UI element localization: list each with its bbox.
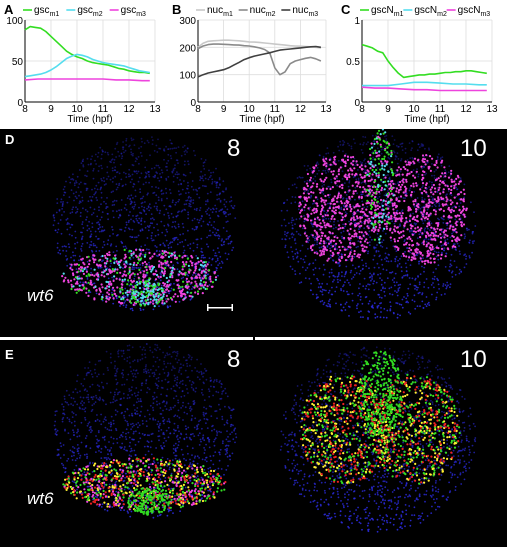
chart-panel-c: C 8 9 10 11 12 13 0 0.5 1 Time (hpf) gscNm1 gscNm2 gs… <box>341 2 498 125</box>
y-tick-label: 200 <box>179 43 196 54</box>
y-tick-label: 50 <box>12 57 24 68</box>
time-label-d-left: 8 <box>227 135 240 162</box>
y-tick-label: 300 <box>179 16 196 27</box>
x-tick-label: 11 <box>435 104 446 115</box>
x-tick-label: 13 <box>486 104 498 115</box>
embryo-e-left <box>53 343 238 519</box>
x-axis-label: Time (hpf) <box>239 114 284 125</box>
x-tick-label: 8 <box>359 104 365 115</box>
time-label-d-right: 10 <box>460 135 487 162</box>
legend-label-m1: gscm1 <box>34 5 59 18</box>
series-line-gsc-m3 <box>24 78 150 82</box>
y-tick-label: 0 <box>190 98 196 109</box>
panel-label-a: A <box>4 2 14 17</box>
series-line-nuc-m1 <box>197 39 321 49</box>
scale-bar-tick-left <box>207 304 209 311</box>
legend-label-m3: nucm3 <box>292 5 318 18</box>
x-tick-label: 9 <box>221 104 227 115</box>
series-line-gsc-m2 <box>24 53 150 78</box>
cluster-e-right-left <box>300 375 391 485</box>
cluster-e-left-core <box>127 487 171 516</box>
y-tick-label: 100 <box>6 16 23 27</box>
legend-label-m1: nucm1 <box>207 5 233 18</box>
x-tick-label: 11 <box>98 104 109 115</box>
panel-label-b: B <box>172 2 181 17</box>
legend-label-m2: gscNm2 <box>414 5 447 18</box>
x-tick-label: 10 <box>244 104 256 115</box>
panel-label-d: D <box>5 132 14 147</box>
x-tick-label: 9 <box>48 104 54 115</box>
scale-bar <box>207 307 233 309</box>
x-tick-label: 11 <box>270 104 281 115</box>
legend-label-m2: nucm2 <box>250 5 276 18</box>
legend-label-m2: gscm2 <box>77 5 102 18</box>
x-tick-label: 12 <box>295 104 307 115</box>
y-tick-label: 0.5 <box>346 57 360 68</box>
genotype-label-d: wt6 <box>27 286 54 305</box>
image-col-divider <box>253 129 255 547</box>
chart-panel-a: A 8 9 10 11 12 13 0 50 100 Time (hpf) gscm1 gscm2 gsc… <box>4 2 161 125</box>
cluster-e-left <box>62 456 227 511</box>
x-axis-label: Time (hpf) <box>404 114 449 125</box>
y-tick-label: 0 <box>17 98 23 109</box>
series-line-nuc-m2 <box>197 43 322 76</box>
cluster-d-right-axis <box>365 129 395 244</box>
x-tick-label: 12 <box>123 104 135 115</box>
series-line-gsc-m1 <box>24 25 150 75</box>
time-label-e-left: 8 <box>227 346 240 373</box>
scale-bar-tick-right <box>231 304 233 311</box>
x-tick-label: 12 <box>460 104 472 115</box>
panel-label-e: E <box>5 347 14 362</box>
x-tick-label: 10 <box>71 104 83 115</box>
x-tick-label: 10 <box>408 104 420 115</box>
legend-label-m3: gscm3 <box>121 5 146 18</box>
embryo-dot-layer <box>52 129 477 533</box>
series-line-gscN-m1 <box>361 43 487 79</box>
y-tick-label: 100 <box>179 71 196 82</box>
cluster-d-left-core <box>131 280 165 308</box>
legend-label-m1: gscNm1 <box>371 5 404 18</box>
cluster-d-right-right <box>382 154 468 265</box>
x-tick-label: 8 <box>22 104 28 115</box>
cluster-e-right-axis <box>357 350 403 438</box>
embryo-image-grid: D E 8 10 8 10 wt6 wt6 <box>0 129 507 547</box>
y-tick-label: 1 <box>354 16 360 27</box>
embryo-d-left <box>52 136 237 312</box>
panel-label-c: C <box>341 2 351 17</box>
series-line-nuc-m3 <box>197 45 322 78</box>
x-tick-label: 13 <box>149 104 161 115</box>
x-tick-label: 13 <box>320 104 332 115</box>
time-label-e-right: 10 <box>460 346 487 373</box>
x-axis-label: Time (hpf) <box>67 114 112 125</box>
series-line-gscN-m2 <box>362 81 487 87</box>
cluster-d-left <box>61 248 218 306</box>
series-line-gscN-m3 <box>361 86 487 92</box>
y-tick-label: 0 <box>354 98 360 109</box>
legend-label-m3: gscNm3 <box>458 5 491 18</box>
chart-panel-b: B 8 9 10 11 12 13 0 100 200 300 Time (hpf) nucm1 nucm… <box>172 2 332 125</box>
x-tick-label: 8 <box>195 104 201 115</box>
genotype-label-e: wt6 <box>27 489 54 508</box>
x-tick-label: 9 <box>385 104 391 115</box>
